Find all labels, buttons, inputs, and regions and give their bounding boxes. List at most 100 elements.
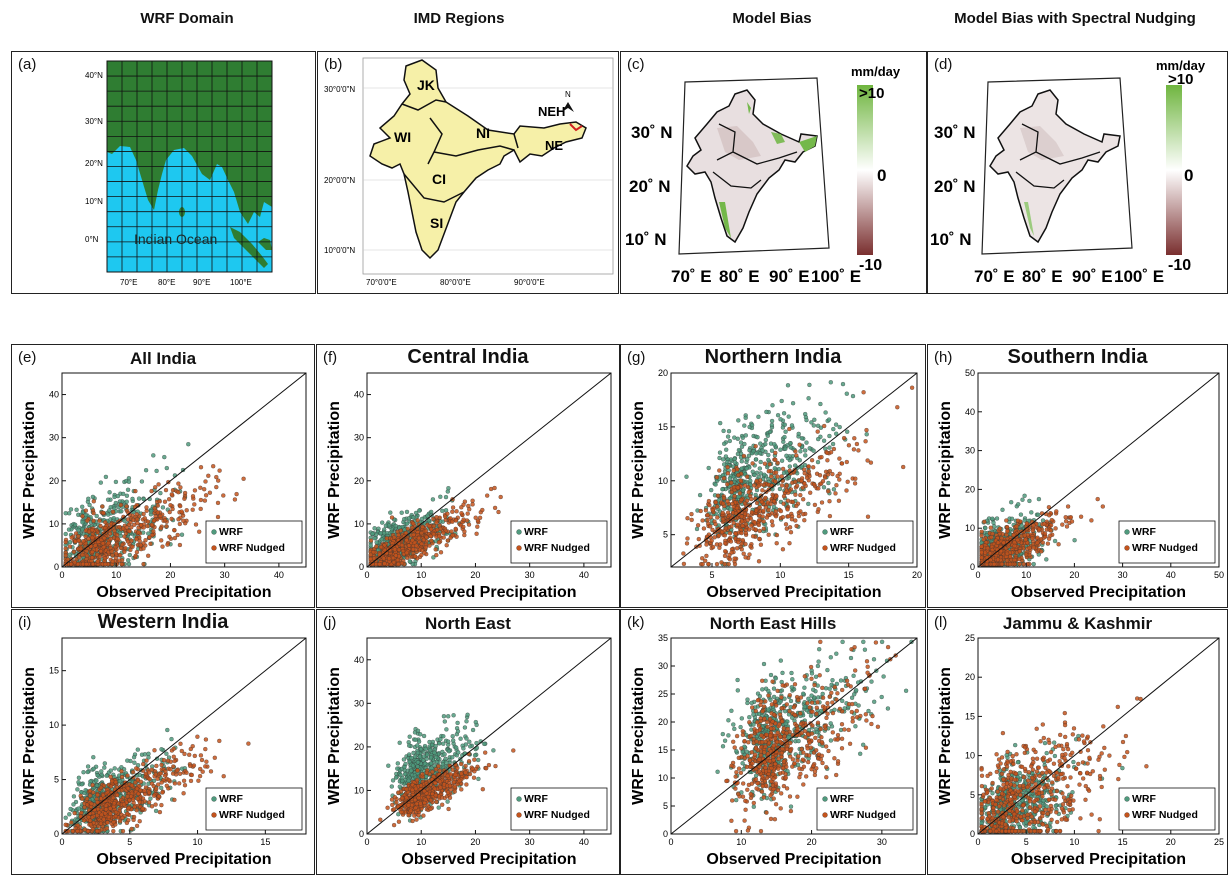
wrf-point: [713, 482, 718, 487]
wrf-point: [1052, 538, 1058, 544]
wrf-nudged-point: [773, 514, 779, 519]
wrf-point: [115, 493, 121, 499]
lon-tick: 100˚ E: [811, 267, 861, 286]
wrf-nudged-point: [97, 518, 102, 523]
bias-positive-patch: [799, 136, 817, 152]
x-tick-label: 15: [844, 570, 854, 580]
wrf-nudged-point: [377, 561, 382, 567]
wrf-nudged-point: [819, 454, 824, 460]
wrf-nudged-point: [429, 527, 434, 532]
wrf-point: [767, 429, 773, 435]
wrf-point: [717, 455, 722, 461]
wrf-nudged-point: [112, 528, 117, 534]
y-tick-label: 20: [658, 368, 668, 378]
wrf-nudged-point: [698, 508, 703, 514]
wrf-nudged-point: [780, 514, 786, 520]
wrf-nudged-point: [723, 526, 729, 531]
wrf-nudged-point: [101, 510, 106, 516]
wrf-nudged-point: [823, 469, 829, 474]
wrf-point: [413, 510, 419, 516]
wrf-nudged-point: [704, 553, 709, 559]
legend-marker: [211, 529, 217, 535]
wrf-point: [744, 466, 749, 471]
wrf-point: [91, 766, 96, 771]
wrf-nudged-point: [192, 502, 197, 507]
wrf-nudged-point: [182, 496, 187, 501]
neh-highlight: [569, 123, 583, 132]
wrf-nudged-point: [1005, 529, 1010, 534]
x-tick-label: 20: [1069, 570, 1079, 580]
wrf-nudged-point: [1054, 509, 1059, 514]
wrf-point: [748, 478, 753, 484]
wrf-nudged-point: [434, 520, 439, 525]
wrf-nudged-point: [431, 516, 436, 522]
panel-label: (e): [18, 349, 37, 366]
wrf-nudged-point: [429, 538, 434, 543]
wrf-point: [1009, 500, 1014, 505]
wrf-nudged-point: [138, 523, 144, 528]
x-tick-label: 50: [1214, 570, 1224, 580]
wrf-nudged-point: [368, 556, 373, 562]
wrf-nudged-point: [95, 559, 100, 564]
wrf-nudged-point: [91, 499, 96, 504]
wrf-point: [804, 440, 809, 445]
wrf-nudged-point: [841, 435, 847, 441]
wrf-point: [125, 487, 131, 492]
wrf-nudged-point: [801, 497, 806, 502]
wrf-nudged-point: [172, 781, 178, 786]
wrf-point: [739, 444, 745, 449]
wrf-point: [721, 428, 726, 434]
wrf-nudged-point: [802, 471, 807, 476]
y-axis-label: WRF Precipitation: [21, 401, 38, 539]
wrf-point: [71, 794, 77, 799]
wrf-point: [809, 420, 814, 425]
wrf-nudged-point: [207, 490, 213, 495]
wrf-nudged-point: [721, 501, 726, 506]
wrf-point: [806, 396, 811, 401]
wrf-nudged-point: [154, 763, 159, 769]
wrf-nudged-point: [368, 538, 374, 543]
wrf-point: [94, 513, 99, 519]
wrf-point: [751, 449, 756, 454]
wrf-point: [788, 445, 793, 450]
panel-label: (h): [934, 349, 953, 366]
wrf-point: [94, 778, 99, 783]
wrf-nudged-point: [787, 541, 792, 546]
wrf-point: [738, 440, 744, 445]
wrf-nudged-point: [753, 527, 758, 532]
wrf-nudged-point: [155, 510, 160, 515]
wrf-nudged-point: [732, 556, 737, 561]
wrf-point: [146, 751, 151, 756]
wrf-point: [113, 479, 119, 485]
wrf-nudged-point: [766, 469, 771, 474]
wrf-nudged-point: [992, 561, 997, 567]
lat-tick: 10˚ N: [625, 230, 667, 249]
wrf-nudged-point: [393, 553, 398, 558]
wrf-point: [755, 435, 760, 440]
wrf-point: [111, 516, 116, 521]
wrf-point: [374, 540, 379, 545]
one-to-one-line: [670, 372, 918, 568]
wrf-point: [417, 508, 422, 513]
wrf-nudged-point: [1035, 540, 1040, 545]
wrf-nudged-point: [763, 505, 769, 510]
wrf-nudged-point: [396, 561, 401, 567]
legend-box: [205, 520, 303, 564]
wrf-nudged-point: [725, 499, 730, 504]
wrf-nudged-point: [836, 498, 842, 503]
wrf-nudged-point: [773, 457, 778, 462]
wrf-nudged-point: [740, 523, 745, 528]
wrf-nudged-point: [391, 560, 397, 565]
wrf-point: [803, 448, 808, 453]
wrf-point: [112, 766, 117, 771]
wrf-nudged-point: [133, 488, 138, 494]
wrf-nudged-point: [136, 530, 141, 535]
wrf-nudged-point: [214, 484, 219, 490]
wrf-nudged-point: [1017, 549, 1022, 554]
wrf-point: [1020, 497, 1025, 502]
x-tick-label: 10: [1021, 570, 1031, 580]
wrf-nudged-point: [103, 520, 108, 525]
wrf-point: [823, 410, 828, 415]
legend-marker: [822, 529, 828, 535]
wrf-nudged-point: [735, 485, 740, 490]
